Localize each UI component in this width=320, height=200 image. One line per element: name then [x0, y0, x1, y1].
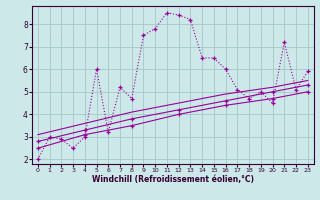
X-axis label: Windchill (Refroidissement éolien,°C): Windchill (Refroidissement éolien,°C): [92, 175, 254, 184]
